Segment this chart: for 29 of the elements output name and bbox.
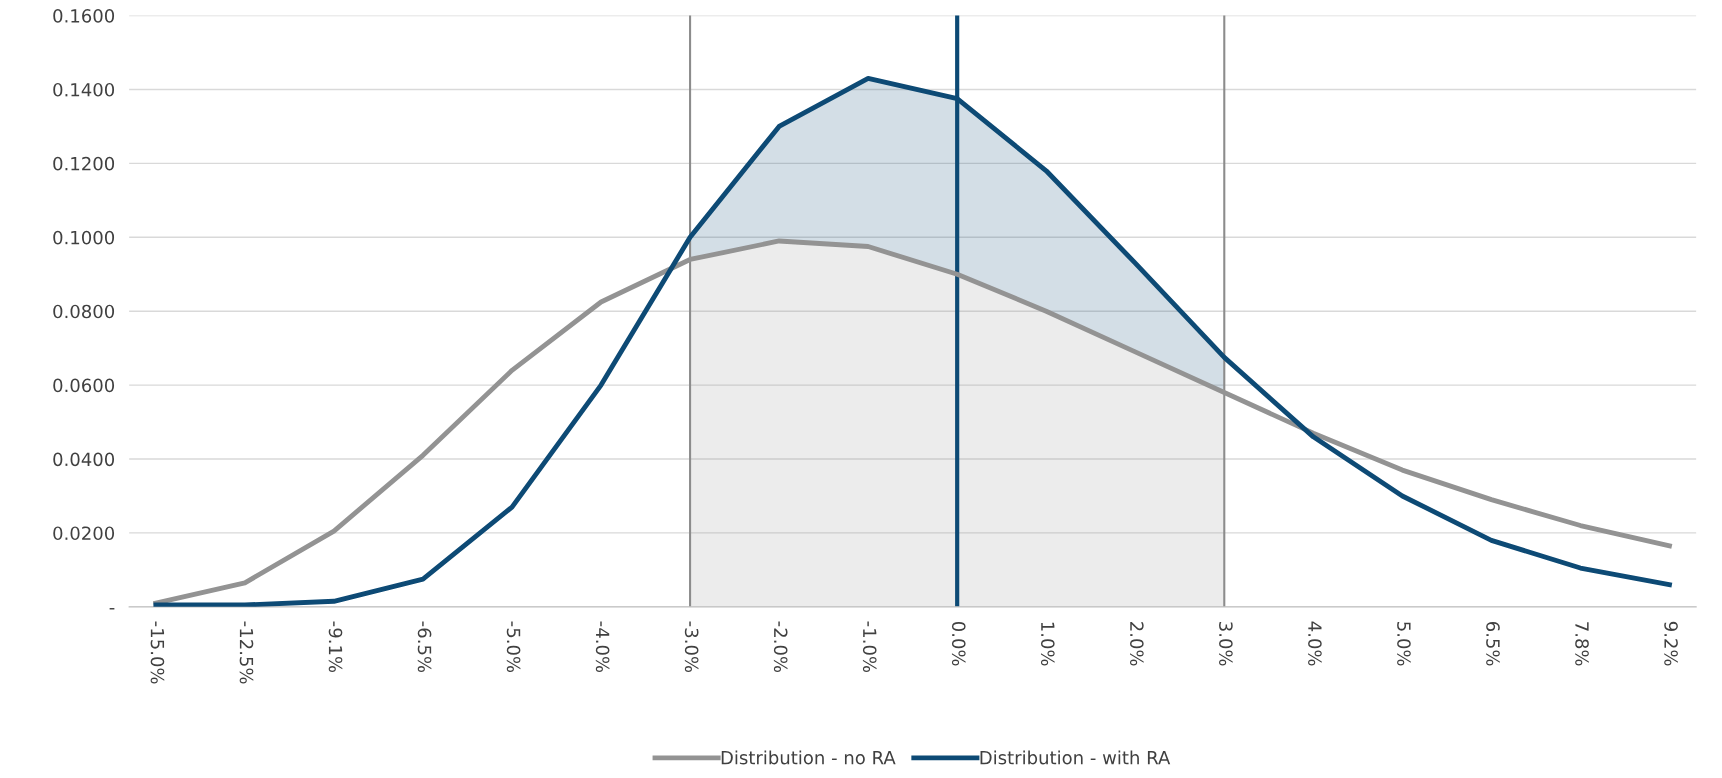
x-tick-label: 5.0%	[1397, 622, 1411, 666]
x-tick-label: -15.0%	[150, 621, 165, 684]
x-tick-label: 7.8%	[1575, 622, 1589, 666]
x-tick-label: 0.0%	[951, 621, 966, 666]
y-tick-label: 0.1000	[53, 230, 115, 245]
x-tick-label: 6.5%	[1486, 621, 1500, 666]
y-tick-label: 0.1600	[53, 9, 115, 23]
x-tick-label: -6.5%	[417, 621, 432, 673]
x-tick-label: 3.0%	[1219, 622, 1233, 666]
x-tick-label: -12.5%	[239, 621, 254, 684]
x-tick-label: -5.0%	[506, 621, 521, 673]
x-tick-label: 9.2%	[1664, 621, 1678, 666]
y-tick-label: 0.1200	[53, 156, 115, 171]
x-tick-label: -3.0%	[684, 621, 699, 673]
y-tick-label: 0.0400	[53, 452, 115, 467]
y-tick-label: 0.0600	[53, 378, 115, 393]
x-tick-label: -2.0%	[773, 621, 788, 673]
legend-label: Distribution - no RA	[721, 750, 896, 765]
y-tick-label: 0.0200	[53, 526, 115, 541]
y-tick-label: -	[109, 608, 115, 610]
y-tick-label: 0.1400	[53, 82, 115, 97]
y-tick-label: 0.0800	[53, 304, 115, 319]
x-tick-label: -1.0%	[862, 621, 877, 673]
legend-label: Distribution - with RA	[980, 750, 1171, 765]
x-tick-label: 2.0%	[1130, 622, 1144, 666]
x-tick-label: 1.0%	[1040, 622, 1055, 666]
x-tick-label: -4.0%	[595, 621, 610, 673]
x-tick-label: 4.0%	[1308, 621, 1322, 666]
x-tick-label: -9.1%	[328, 621, 343, 673]
